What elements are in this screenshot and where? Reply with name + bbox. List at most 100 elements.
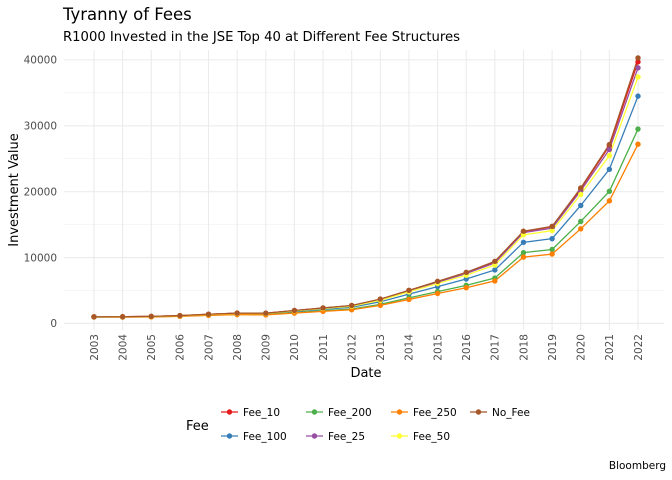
data-point-no-fee bbox=[406, 287, 412, 294]
data-point-fee-250 bbox=[406, 296, 412, 303]
caption: Bloomberg bbox=[608, 460, 666, 472]
data-point-fee-250 bbox=[578, 226, 584, 232]
legend-key-point bbox=[311, 433, 318, 439]
data-point-fee-200 bbox=[606, 188, 613, 195]
data-point-fee-50 bbox=[549, 227, 555, 234]
data-point-no-fee bbox=[91, 314, 97, 320]
data-point-fee-25 bbox=[635, 65, 641, 71]
x-tick-label: 2014 bbox=[404, 334, 416, 361]
x-tick-label: 2021 bbox=[604, 334, 616, 361]
x-tick-label: 2007 bbox=[203, 334, 215, 361]
data-point-no-fee bbox=[463, 269, 469, 276]
data-point-fee-250 bbox=[377, 302, 384, 309]
x-tick-label: 2005 bbox=[146, 334, 158, 361]
x-tick-label: 2011 bbox=[318, 334, 330, 361]
data-point-no-fee bbox=[377, 296, 384, 302]
chart-subtitle: R1000 Invested in the JSE Top 40 at Diff… bbox=[63, 30, 460, 45]
data-point-fee-250 bbox=[635, 141, 641, 147]
major-gridlines bbox=[64, 50, 664, 330]
series-line-fee-100 bbox=[94, 95, 639, 318]
x-tick-label: 2008 bbox=[232, 334, 244, 361]
data-point-fee-250 bbox=[520, 254, 527, 260]
x-tick-label: 2017 bbox=[490, 334, 502, 361]
data-point-no-fee bbox=[205, 311, 212, 317]
data-point-fee-200 bbox=[635, 126, 641, 132]
data-point-fee-200 bbox=[549, 246, 555, 253]
data-point-fee-50 bbox=[635, 74, 641, 80]
y-tick-label: 40000 bbox=[24, 55, 57, 67]
data-point-fee-100 bbox=[520, 239, 527, 246]
data-point-fee-50 bbox=[578, 191, 584, 198]
data-point-no-fee bbox=[348, 302, 355, 309]
y-tick-label: 0 bbox=[50, 318, 57, 330]
legend-label: Fee_250 bbox=[413, 407, 457, 419]
y-tick-label: 10000 bbox=[24, 252, 57, 264]
series-line-fee-250 bbox=[93, 143, 639, 318]
data-point-no-fee bbox=[320, 305, 326, 311]
x-tick-label: 2016 bbox=[461, 334, 473, 361]
series-line-fee-50 bbox=[94, 76, 639, 318]
legend: Fee Fee_10 Fee_100 Fee_200 Fee_25 Fee_250 Fee… bbox=[186, 407, 530, 443]
data-point-fee-50 bbox=[492, 262, 498, 268]
data-point-no-fee bbox=[578, 185, 584, 191]
data-point-fee-25 bbox=[606, 146, 613, 153]
data-point-no-fee bbox=[434, 278, 441, 285]
legend-label: Fee_200 bbox=[328, 407, 372, 419]
data-point-fee-100 bbox=[549, 235, 555, 242]
data-point-no-fee bbox=[635, 55, 641, 61]
data-point-fee-100 bbox=[606, 166, 613, 173]
data-point-fee-250 bbox=[463, 285, 469, 291]
x-axis-ticks: 2003 2004 2005 2006 2007 2008 2009 2010 2011 2012… bbox=[89, 334, 645, 361]
legend-key-point bbox=[475, 409, 482, 415]
legend-key-point bbox=[226, 433, 233, 439]
data-point-no-fee bbox=[263, 310, 269, 316]
x-tick-label: 2015 bbox=[432, 334, 444, 361]
y-axis-ticks: 0 10000 20000 30000 40000 bbox=[24, 55, 57, 331]
x-tick-label: 2009 bbox=[261, 334, 273, 361]
x-tick-label: 2019 bbox=[547, 334, 559, 361]
x-axis-title: Date bbox=[350, 366, 381, 381]
chart-title: Tyranny of Fees bbox=[63, 5, 192, 24]
data-point-fee-50 bbox=[606, 152, 613, 159]
data-point-fee-250 bbox=[606, 198, 613, 204]
x-tick-label: 2006 bbox=[175, 334, 187, 361]
data-point-no-fee bbox=[119, 314, 126, 320]
data-point-no-fee bbox=[549, 223, 555, 230]
legend-title: Fee bbox=[186, 419, 209, 434]
series-line-fee-10 bbox=[93, 61, 639, 318]
x-tick-label: 2022 bbox=[633, 334, 645, 361]
data-point-fee-250 bbox=[549, 251, 555, 257]
series-line-no-fee bbox=[93, 57, 639, 318]
data-point-no-fee bbox=[291, 307, 298, 314]
data-point-no-fee bbox=[492, 258, 498, 265]
x-tick-label: 2012 bbox=[346, 334, 358, 361]
x-tick-label: 2010 bbox=[289, 334, 301, 361]
legend-label: Fee_25 bbox=[328, 431, 365, 443]
data-point-no-fee bbox=[234, 310, 240, 316]
series-line-fee-25 bbox=[93, 67, 639, 318]
data-point-fee-100 bbox=[578, 202, 584, 209]
legend-key-point bbox=[396, 409, 403, 415]
data-point-no-fee bbox=[606, 141, 613, 148]
data-point-no-fee bbox=[148, 313, 154, 320]
data-point-fee-250 bbox=[434, 290, 441, 297]
y-axis-title: Investment Value bbox=[7, 133, 22, 246]
legend-label: Fee_10 bbox=[243, 407, 280, 419]
data-point-fee-100 bbox=[463, 276, 469, 282]
data-point-fee-100 bbox=[492, 267, 498, 273]
data-point-no-fee bbox=[177, 312, 183, 319]
x-tick-label: 2020 bbox=[576, 334, 588, 361]
series-layer bbox=[91, 55, 641, 320]
legend-label: No_Fee bbox=[492, 407, 530, 419]
data-point-fee-200 bbox=[520, 249, 527, 256]
x-tick-label: 2004 bbox=[117, 334, 129, 361]
data-point-fee-10 bbox=[635, 59, 641, 65]
data-point-fee-100 bbox=[635, 93, 641, 99]
x-tick-label: 2013 bbox=[375, 334, 387, 361]
y-tick-label: 20000 bbox=[24, 186, 57, 198]
y-tick-label: 30000 bbox=[24, 121, 57, 133]
legend-key-point bbox=[396, 433, 403, 439]
data-point-no-fee bbox=[520, 228, 527, 234]
legend-key-point bbox=[226, 409, 233, 415]
